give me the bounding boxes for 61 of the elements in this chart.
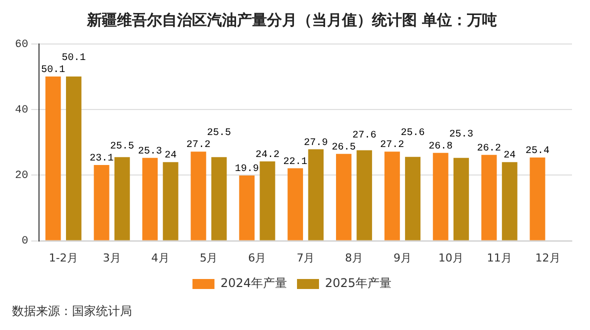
- data-label: 27.6: [352, 130, 376, 142]
- x-tick-label: 11月: [486, 251, 512, 264]
- data-label: 26.5: [332, 142, 356, 154]
- data-label: 25.5: [110, 142, 134, 153]
- data-label: 22.1: [283, 156, 308, 168]
- bar: [114, 157, 130, 240]
- y-tick-label: 60: [15, 38, 28, 51]
- x-tick-label: 7月: [296, 251, 315, 264]
- chart-title: 新疆维吾尔自治区汽油产量分月（当月值）统计图 单位：万吨: [86, 10, 498, 29]
- bar: [432, 152, 448, 240]
- legend-label: 2024年产量: [220, 276, 288, 290]
- x-tick-label: 4月: [151, 251, 170, 264]
- x-tick-label: 9月: [393, 251, 412, 264]
- data-label: 19.9: [234, 164, 259, 176]
- y-tick-label: 0: [22, 236, 28, 248]
- data-label: 25.3: [138, 146, 162, 158]
- data-label: 27.2: [380, 140, 404, 152]
- bar: [530, 157, 546, 240]
- bar: [308, 149, 324, 240]
- bar: [94, 165, 110, 240]
- data-label: 24: [164, 150, 177, 162]
- bar: [288, 168, 304, 240]
- x-tick-label: 1-2月: [48, 251, 78, 264]
- bar: [481, 154, 497, 240]
- data-label: 25.5: [207, 128, 232, 140]
- bar: [45, 76, 61, 240]
- bar: [405, 156, 420, 240]
- source-note: 数据来源：国家统计局: [12, 304, 132, 318]
- bar: [453, 158, 469, 240]
- data-label: 24: [504, 150, 516, 162]
- data-label: 50.1: [62, 53, 86, 64]
- legend-label: 2025年产量: [325, 276, 392, 290]
- bar: [142, 158, 158, 240]
- data-label: 23.1: [90, 154, 114, 165]
- bar: [190, 152, 206, 240]
- x-tick-label: 3月: [102, 251, 121, 264]
- data-label: 26.2: [477, 144, 502, 155]
- bar: [384, 152, 400, 240]
- data-label: 25.4: [525, 146, 550, 158]
- y-tick-label: 20: [15, 170, 28, 182]
- data-label: 25.3: [449, 130, 474, 141]
- data-label: 27.9: [304, 138, 328, 149]
- x-tick-label: 5月: [200, 251, 218, 264]
- x-tick-label: 6月: [248, 251, 266, 264]
- y-tick-label: 40: [15, 104, 28, 117]
- x-tick-label: 12月: [535, 251, 560, 264]
- bar: [162, 162, 178, 240]
- x-tick-label: 8月: [345, 251, 364, 264]
- bar: [66, 76, 82, 240]
- data-label: 25.6: [400, 128, 425, 140]
- bar: [211, 157, 227, 240]
- bar: [239, 176, 255, 240]
- bar: [336, 154, 352, 240]
- data-label: 24.2: [255, 150, 280, 162]
- bar: [356, 150, 372, 240]
- x-tick-label: 10月: [438, 251, 464, 264]
- bar: [502, 162, 518, 240]
- bar: [260, 161, 276, 240]
- data-label: 50.1: [41, 65, 66, 76]
- data-label: 26.8: [428, 142, 453, 153]
- data-label: 27.2: [186, 140, 210, 152]
